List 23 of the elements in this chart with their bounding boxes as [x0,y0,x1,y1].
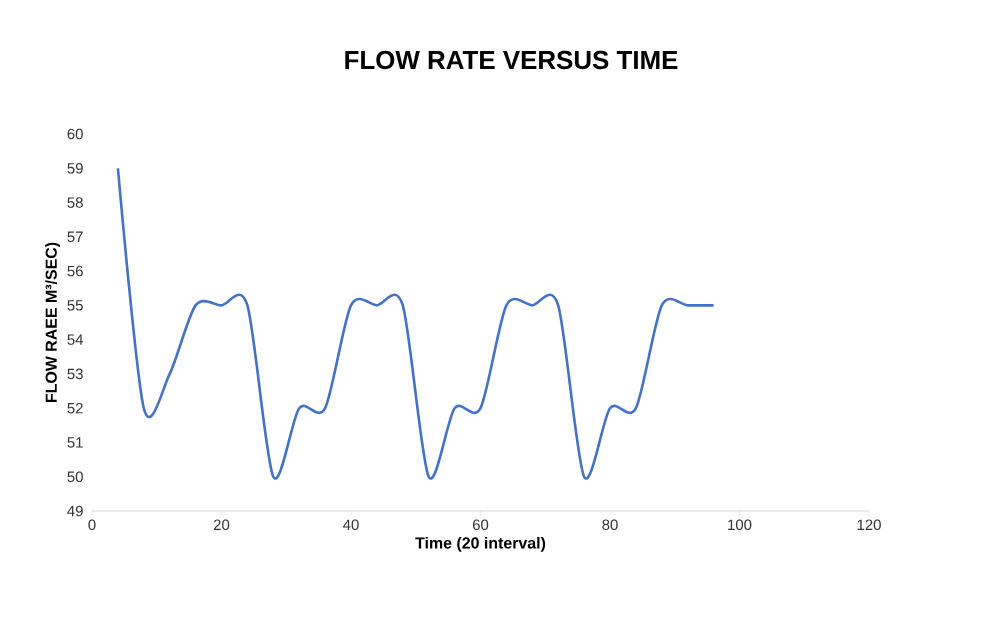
y-tick-label: 56 [67,265,83,277]
x-tick-label: 80 [602,519,618,531]
y-tick-label: 50 [67,471,83,483]
y-tick-label: 54 [67,334,84,345]
x-tick-label: 120 [857,519,881,531]
y-tick-label: 58 [67,197,83,208]
x-tick-label: 100 [728,519,752,531]
y-tick-label: 49 [67,505,83,517]
x-tick-label: 0 [88,519,96,531]
x-tick-label: 40 [343,519,359,531]
y-tick-label: 55 [67,300,83,311]
y-axis-title: FLOW RAEE M³/SEC) [45,242,61,403]
chart-title: FLOW RATE VERSUS TIME [345,50,678,70]
x-tick-label: 60 [472,519,489,531]
y-tick-label: 57 [67,231,83,243]
y-tick-label: 60 [67,128,83,140]
x-axis-title: Time (20 interval) [415,536,546,552]
line-series [116,166,715,479]
y-tick-label: 51 [67,437,83,448]
x-tick-label: 20 [213,519,230,531]
y-tick-label: 59 [67,162,83,174]
y-tick-label: 52 [67,402,83,414]
y-tick-label: 53 [67,368,83,380]
